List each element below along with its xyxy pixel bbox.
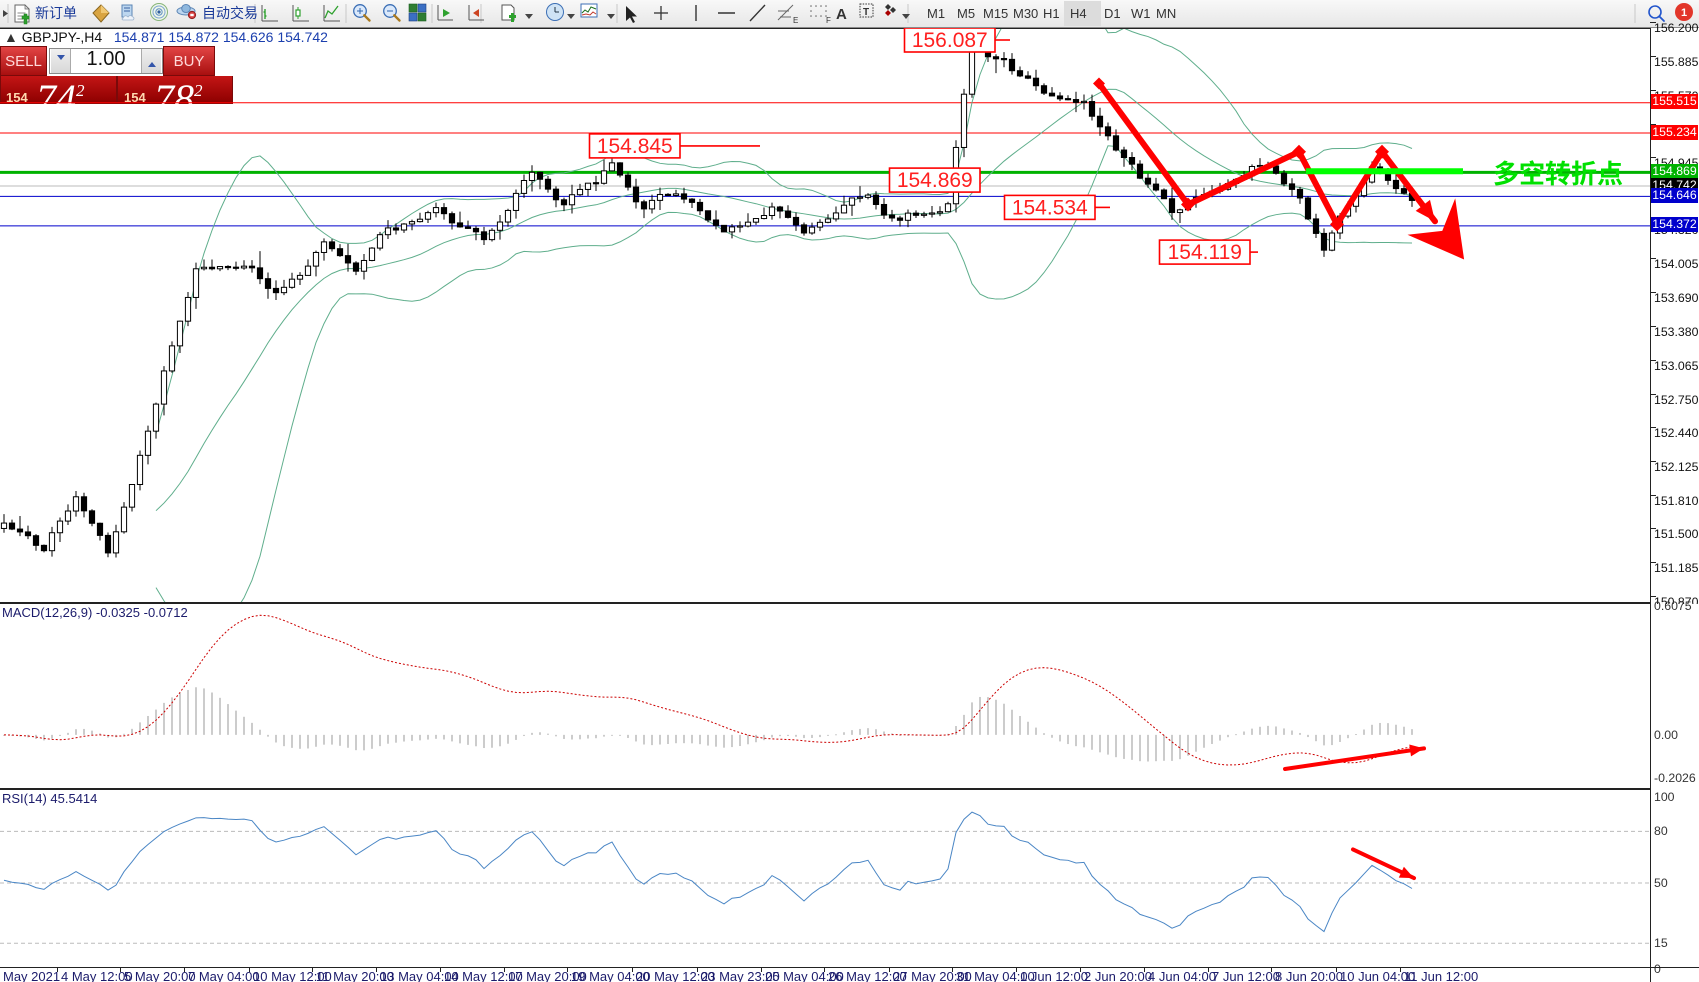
svg-text:自动交易: 自动交易 [202,5,258,21]
svg-text:M15: M15 [983,6,1008,21]
svg-text:1: 1 [1681,7,1687,19]
svg-text:M5: M5 [957,6,975,21]
svg-text:M1: M1 [927,6,945,21]
svg-text:E: E [793,16,798,25]
svg-text:M30: M30 [1013,6,1038,21]
svg-text:F: F [826,16,831,25]
svg-text:H1: H1 [1043,6,1060,21]
svg-text:T: T [863,7,869,18]
svg-text:H4: H4 [1070,6,1087,21]
svg-text:D1: D1 [1104,6,1121,21]
svg-text:新订单: 新订单 [35,5,77,21]
svg-text:W1: W1 [1131,6,1151,21]
svg-text:MN: MN [1156,6,1176,21]
svg-text:A: A [836,6,847,23]
